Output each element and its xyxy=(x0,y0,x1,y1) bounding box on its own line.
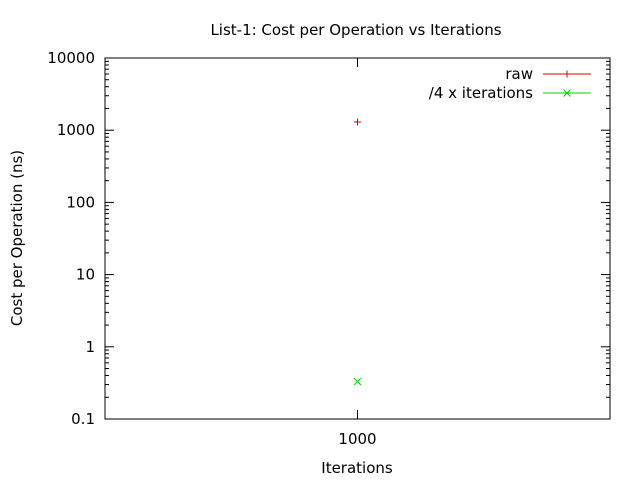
legend: raw/4 x iterations xyxy=(429,65,591,102)
chart-title: List-1: Cost per Operation vs Iterations xyxy=(210,21,501,39)
x-tick-label: 1000 xyxy=(338,430,376,448)
y-tick-label: 10 xyxy=(76,266,95,284)
legend-marker xyxy=(563,89,571,97)
x-axis-label: Iterations xyxy=(321,459,393,477)
marker-stroke xyxy=(563,89,571,97)
y-tick-label: 1000 xyxy=(57,121,95,139)
plot-frame xyxy=(104,57,611,420)
legend-label: /4 x iterations xyxy=(429,84,533,102)
y-axis-label: Cost per Operation (ns) xyxy=(8,150,26,326)
y-tick-label: 1 xyxy=(85,338,95,356)
marker-stroke xyxy=(353,377,362,386)
y-tick-label: 10000 xyxy=(47,49,95,67)
legend-label: raw xyxy=(505,65,533,83)
data-point-series-1 xyxy=(353,377,362,386)
legend-marker xyxy=(563,70,571,78)
y-tick-label: 0.1 xyxy=(71,410,95,428)
plot-area: 0.1 1 10 100 1000 10000 1000 xyxy=(47,49,611,448)
data-point-series-0 xyxy=(354,118,361,126)
y-tick-label: 100 xyxy=(66,193,95,211)
